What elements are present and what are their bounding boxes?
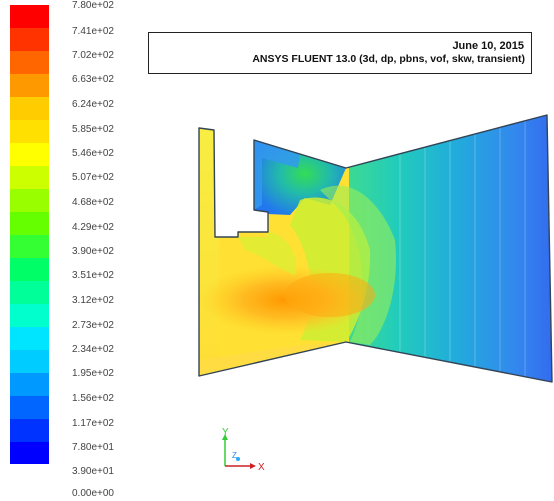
legend-swatch xyxy=(10,166,49,189)
legend-swatch xyxy=(10,120,49,143)
legend-swatch xyxy=(10,281,49,304)
legend-label: 5.07e+02 xyxy=(72,172,114,183)
legend-swatch xyxy=(10,419,49,442)
legend-swatch xyxy=(10,327,49,350)
contour-field xyxy=(199,115,552,382)
legend-label: 3.90e+02 xyxy=(72,246,114,257)
legend-label: 0.00e+00 xyxy=(72,488,114,499)
y-axis-label: Y xyxy=(222,427,229,438)
legend-swatch xyxy=(10,212,49,235)
legend-swatch xyxy=(10,442,49,464)
legend-label: 1.56e+02 xyxy=(72,393,114,404)
z-axis-label: Z xyxy=(232,451,237,460)
x-axis-label: X xyxy=(258,462,265,473)
legend-swatch xyxy=(10,28,49,51)
run-date: June 10, 2015 xyxy=(452,40,524,52)
legend-label: 2.34e+02 xyxy=(72,344,114,355)
legend-swatch xyxy=(10,304,49,327)
legend-label: 4.68e+02 xyxy=(72,197,114,208)
legend-swatch xyxy=(10,143,49,166)
solver-info-box: June 10, 2015 ANSYS FLUENT 13.0 (3d, dp,… xyxy=(148,32,532,74)
legend-swatch xyxy=(10,189,49,212)
legend-swatch xyxy=(10,350,49,373)
legend-swatch xyxy=(10,97,49,120)
domain-outline xyxy=(198,114,553,383)
solver-description: ANSYS FLUENT 13.0 (3d, dp, pbns, vof, sk… xyxy=(252,53,525,65)
legend-swatch xyxy=(10,51,49,74)
legend-swatch xyxy=(10,396,49,419)
legend-label: 7.80e+01 xyxy=(72,442,114,453)
legend-label: 6.24e+02 xyxy=(72,99,114,110)
axis-triad: Y X Z xyxy=(222,427,265,473)
legend-swatch xyxy=(10,235,49,258)
legend-label: 3.12e+02 xyxy=(72,295,114,306)
legend-label: 1.95e+02 xyxy=(72,368,114,379)
legend-label: 5.46e+02 xyxy=(72,148,114,159)
legend-swatch xyxy=(10,373,49,396)
legend-label: 5.85e+02 xyxy=(72,124,114,135)
legend-label: 1.17e+02 xyxy=(72,418,114,429)
legend-label: 6.63e+02 xyxy=(72,74,114,85)
legend-swatch xyxy=(10,74,49,97)
legend-label: 4.29e+02 xyxy=(72,222,114,233)
legend-swatch xyxy=(10,258,49,281)
legend-label: 7.02e+02 xyxy=(72,50,114,61)
legend-swatch xyxy=(10,5,49,28)
legend-label: 2.73e+02 xyxy=(72,320,114,331)
legend-label: 7.41e+02 xyxy=(72,26,114,37)
legend-label: 3.51e+02 xyxy=(72,270,114,281)
legend-label: 7.80e+02 xyxy=(72,0,114,11)
legend-label: 3.90e+01 xyxy=(72,466,114,477)
